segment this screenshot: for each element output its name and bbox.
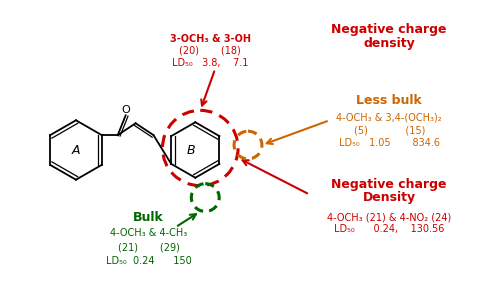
- Text: LD₅₀   3.8,    7.1: LD₅₀ 3.8, 7.1: [172, 58, 248, 68]
- Text: (20)       (18): (20) (18): [180, 46, 241, 56]
- Text: 4-OCH₃ & 4-CH₃: 4-OCH₃ & 4-CH₃: [110, 228, 187, 238]
- Text: (21)       (29): (21) (29): [118, 242, 180, 252]
- Text: 4-OCH₃ & 3,4-(OCH₃)₂: 4-OCH₃ & 3,4-(OCH₃)₂: [336, 112, 442, 122]
- Text: (5)            (15): (5) (15): [354, 125, 425, 135]
- Text: LD₅₀   1.05       834.6: LD₅₀ 1.05 834.6: [338, 138, 440, 148]
- Text: Density: Density: [362, 191, 416, 204]
- Text: Negative charge: Negative charge: [332, 22, 447, 36]
- Text: LD₅₀      0.24,    130.56: LD₅₀ 0.24, 130.56: [334, 224, 444, 234]
- Text: Less bulk: Less bulk: [356, 94, 422, 107]
- Text: B: B: [187, 143, 196, 157]
- Text: 4-OCH₃ (21) & 4-NO₂ (24): 4-OCH₃ (21) & 4-NO₂ (24): [327, 212, 452, 222]
- Text: density: density: [364, 37, 415, 50]
- Text: 3-OCH₃ & 3-OH: 3-OCH₃ & 3-OH: [170, 34, 250, 44]
- Text: Bulk: Bulk: [133, 211, 164, 224]
- Text: Negative charge: Negative charge: [332, 178, 447, 191]
- Text: LD₅₀  0.24      150: LD₅₀ 0.24 150: [106, 256, 192, 266]
- Text: A: A: [72, 143, 80, 157]
- Text: O: O: [122, 105, 130, 116]
